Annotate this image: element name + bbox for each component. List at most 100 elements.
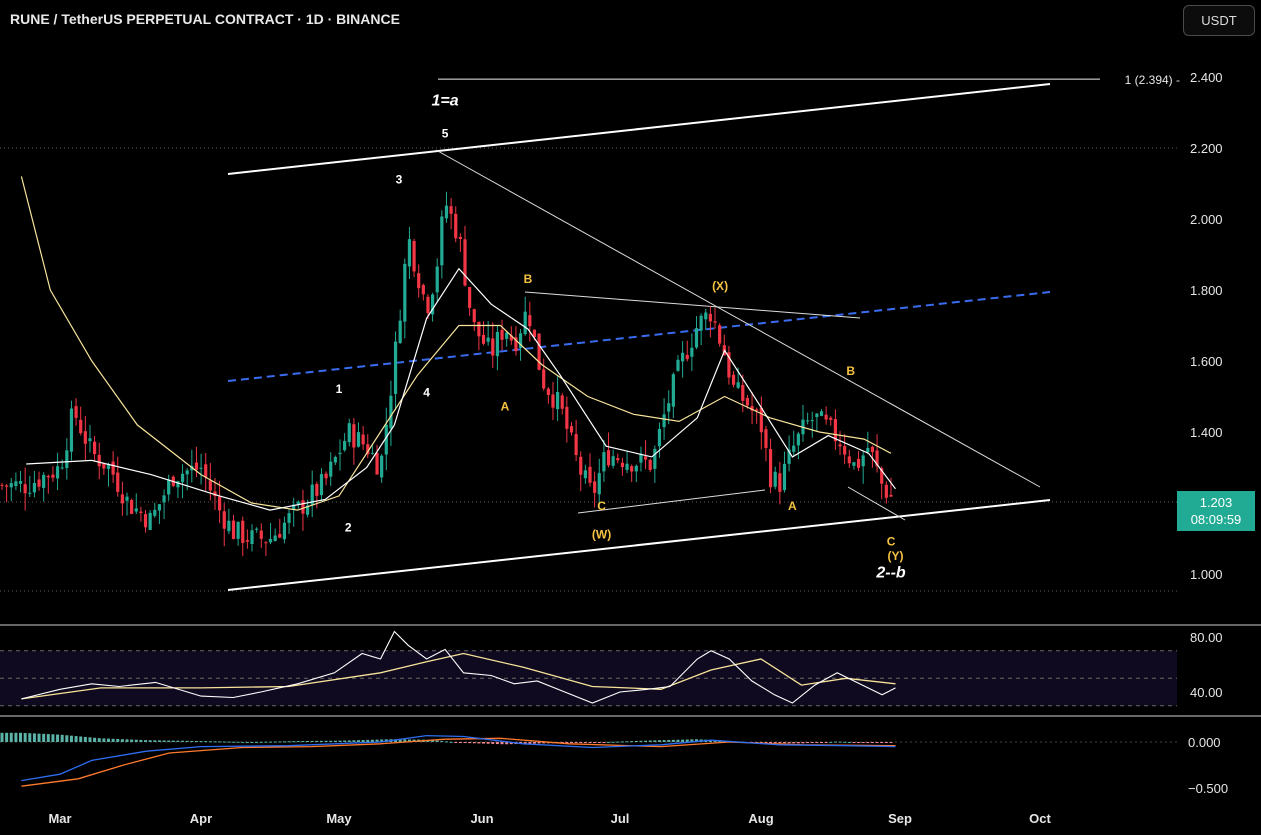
macd-histogram-bar <box>833 741 837 743</box>
candle-body <box>532 329 537 338</box>
candle-body <box>88 438 92 442</box>
macd-histogram-bar <box>602 742 606 743</box>
candle-body <box>454 213 458 239</box>
macd-histogram-bar <box>329 740 333 742</box>
macd-histogram-bar <box>630 741 634 743</box>
candle-body <box>176 481 180 488</box>
macd-histogram-bar <box>542 742 546 744</box>
macd-histogram-bar <box>19 732 23 742</box>
macd-histogram-bar <box>102 738 106 742</box>
macd-histogram-bar <box>106 738 110 742</box>
candle-body <box>787 449 791 464</box>
macd-histogram-bar <box>310 740 314 742</box>
candle-body <box>236 521 240 539</box>
candle-body <box>505 332 509 339</box>
candle-body <box>380 455 384 478</box>
candle-body <box>213 491 217 497</box>
wave-label: (Y) <box>888 549 904 563</box>
time-tick-label: Apr <box>190 811 212 826</box>
candle-body <box>611 456 615 466</box>
macd-histogram-bar <box>398 739 402 742</box>
rsi-line <box>21 630 896 704</box>
candle-body <box>708 313 712 322</box>
candle-body <box>310 484 314 505</box>
macd-histogram-bar <box>88 737 92 742</box>
candle-body <box>523 311 527 335</box>
candle-body <box>143 514 148 528</box>
macd-histogram-bar <box>130 739 134 742</box>
macd-histogram-bar <box>644 740 648 742</box>
macd-histogram-bar <box>838 741 842 743</box>
macd-histogram-bar <box>444 741 448 743</box>
candle-countdown: 08:09:59 <box>1190 512 1242 527</box>
price-tick-label: 2.400 <box>1190 70 1223 85</box>
candle-body <box>583 470 587 479</box>
fast-moving-average-line <box>26 267 896 511</box>
macd-histogram-bar <box>97 738 101 742</box>
macd-histogram-bar <box>162 740 166 742</box>
wave-label: 2 <box>345 520 352 534</box>
macd-histogram-bar <box>884 742 888 743</box>
macd-histogram-bar <box>338 740 342 742</box>
macd-histogram-bar <box>181 740 185 742</box>
macd-histogram-bar <box>829 741 833 743</box>
candle-body <box>42 474 46 488</box>
wave-label: 2--b <box>875 565 906 582</box>
macd-histogram-bar <box>579 742 583 743</box>
candle-body <box>866 448 870 453</box>
macd-histogram-bar <box>292 741 296 743</box>
wave-label: 1 <box>336 382 343 396</box>
candle-body <box>5 485 9 487</box>
macd-histogram-bar <box>560 742 564 744</box>
macd-histogram-bar <box>69 735 73 742</box>
currency-selector-button[interactable]: USDT <box>1183 5 1255 36</box>
macd-histogram-bar <box>227 741 231 743</box>
candle-body <box>106 464 111 469</box>
time-tick-label: Jul <box>611 811 630 826</box>
wave-label: 3 <box>396 173 403 187</box>
candle-body <box>287 513 291 523</box>
candle-body <box>759 407 763 433</box>
macd-histogram-bar <box>708 739 712 742</box>
rsi-tick-label: 40.00 <box>1190 685 1223 700</box>
macd-histogram-bar <box>810 742 814 743</box>
candle-body <box>0 484 4 486</box>
macd-histogram-bar <box>653 740 657 742</box>
candle-body <box>28 492 32 494</box>
candle-body <box>435 266 439 293</box>
candle-body <box>222 511 226 529</box>
macd-histogram-bar <box>366 739 370 742</box>
macd-histogram-bar <box>0 732 4 742</box>
candle-body <box>199 467 203 469</box>
macd-histogram-bar <box>93 737 97 742</box>
candle-body <box>315 484 319 496</box>
candle-body <box>301 500 305 514</box>
macd-histogram-bar <box>435 740 439 742</box>
macd-histogram-bar <box>639 740 643 742</box>
candle-body <box>657 428 662 447</box>
macd-histogram-bar <box>5 732 9 742</box>
macd-histogram-bar <box>782 742 786 744</box>
macd-histogram-bar <box>199 741 203 743</box>
rsi-band-fill <box>0 650 1177 706</box>
macd-histogram-bar <box>806 742 810 744</box>
time-tick-label: Jun <box>470 811 493 826</box>
candle-body <box>296 501 300 506</box>
mid-channel-line <box>227 291 1051 382</box>
macd-histogram-bar <box>486 742 490 744</box>
macd-histogram-bar <box>190 740 194 742</box>
candle-body <box>278 533 282 538</box>
candle-body <box>616 457 620 461</box>
candle-body <box>204 464 208 478</box>
candle-body <box>667 403 671 412</box>
macd-histogram-bar <box>634 740 638 742</box>
macd-histogram-bar <box>574 742 578 743</box>
candle-body <box>338 452 342 455</box>
rsi-tick-label: 80.00 <box>1190 630 1223 645</box>
wave-label: A <box>788 499 797 513</box>
macd-histogram-bar <box>403 739 407 742</box>
candle-body <box>782 463 787 491</box>
candle-body <box>588 466 592 483</box>
